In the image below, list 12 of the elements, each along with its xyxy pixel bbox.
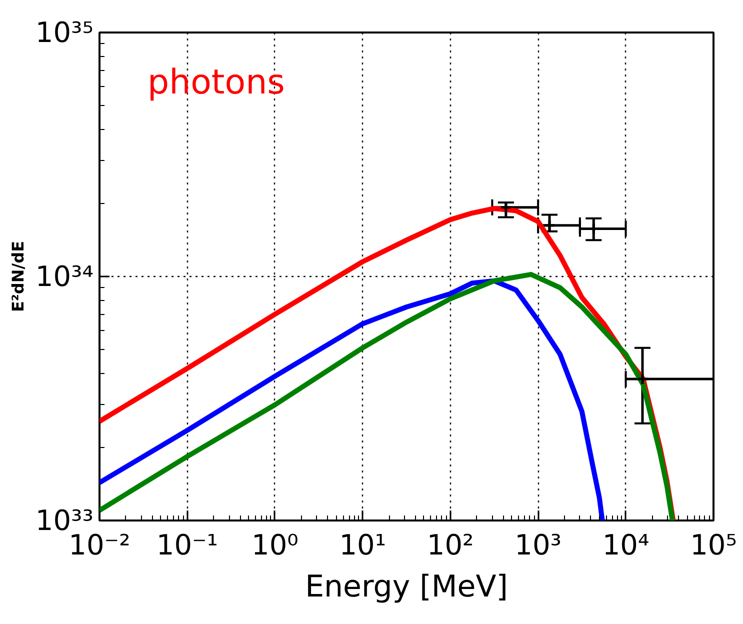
x-tick-label: 10² xyxy=(426,528,474,562)
annotation: photons xyxy=(148,62,285,102)
x-tick-label: 10⁻¹ xyxy=(156,528,218,562)
x-tick-label: 10⁰ xyxy=(252,528,298,562)
x-tick-label: 10³ xyxy=(514,528,562,562)
x-axis-title: Energy [MeV] xyxy=(305,570,508,604)
y-axis-title: E²dN/dE xyxy=(8,240,28,312)
y-tick-label: 10³⁵ xyxy=(35,16,94,49)
x-tick-label: 10¹ xyxy=(339,528,386,562)
x-tick-label: 10⁴ xyxy=(602,528,650,562)
y-tick-label: 10³⁴ xyxy=(35,260,94,293)
x-tick-label: 10⁵ xyxy=(690,528,737,562)
